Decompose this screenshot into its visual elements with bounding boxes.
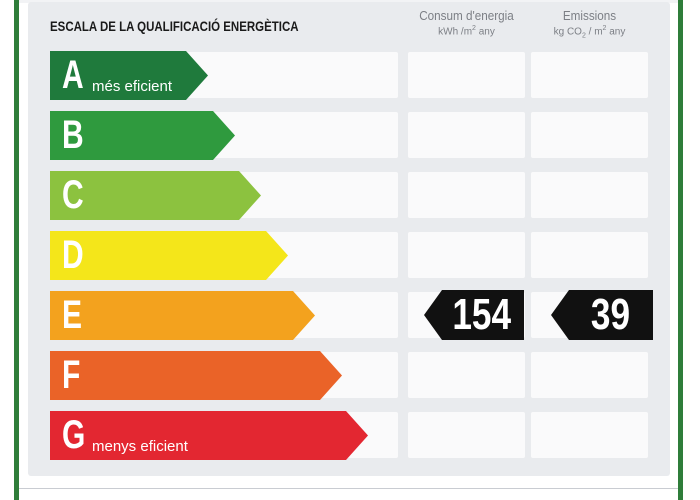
energy-cell-c [408,172,525,218]
frame-left-border [14,0,19,500]
rating-arrow-e: E [50,291,315,340]
energy-value: 154 [452,290,512,339]
energy-column-header: Consum d'energia kWh /m2 any [408,8,525,37]
rating-caption-a: més eficient [92,78,173,95]
scale-title: ESCALA DE LA QUALIFICACIÓ ENERGÈTICA [50,18,299,34]
emissions-cell-d [531,232,648,278]
rating-letter-b: B [62,113,84,157]
rating-arrow-b: B [50,111,235,160]
frame-top-strip [19,0,678,3]
rating-letter-g: G [62,413,86,457]
rating-caption-g: menys eficient [92,438,188,455]
energy-cell-d [408,232,525,278]
energy-value-badge: 154 [424,290,524,340]
rating-letter-d: D [62,233,84,277]
emissions-value: 39 [590,290,630,339]
emissions-value-badge: 39 [551,290,653,340]
emissions-cell-a [531,52,648,98]
rating-arrow-c: C [50,171,261,220]
energy-column-label: Consum d'energia [419,8,514,23]
rating-arrow-g: G menys eficient [50,411,368,460]
emissions-cell-c [531,172,648,218]
rating-arrow-d: D [50,231,288,280]
energy-cell-a [408,52,525,98]
rating-letter-a: A [62,53,84,97]
energy-cell-f [408,352,525,398]
frame-bottom-line [19,488,678,489]
energy-cell-g [408,412,525,458]
rating-letter-c: C [62,173,84,217]
emissions-cell-b [531,112,648,158]
emissions-column-label: Emissions [562,8,617,23]
frame-right-border [678,0,683,500]
energy-cell-b [408,112,525,158]
emissions-cell-f [531,352,648,398]
rating-letter-f: F [62,353,81,397]
emissions-cell-g [531,412,648,458]
energy-column-unit: kWh /m2 any [438,25,495,38]
emissions-column-unit: kg CO2 / m2 any [553,25,626,40]
rating-arrow-f: F [50,351,342,400]
rating-arrow-a: A més eficient [50,51,208,100]
emissions-column-header: Emissions kg CO2 / m2 any [531,8,648,39]
rating-letter-e: E [62,293,83,337]
